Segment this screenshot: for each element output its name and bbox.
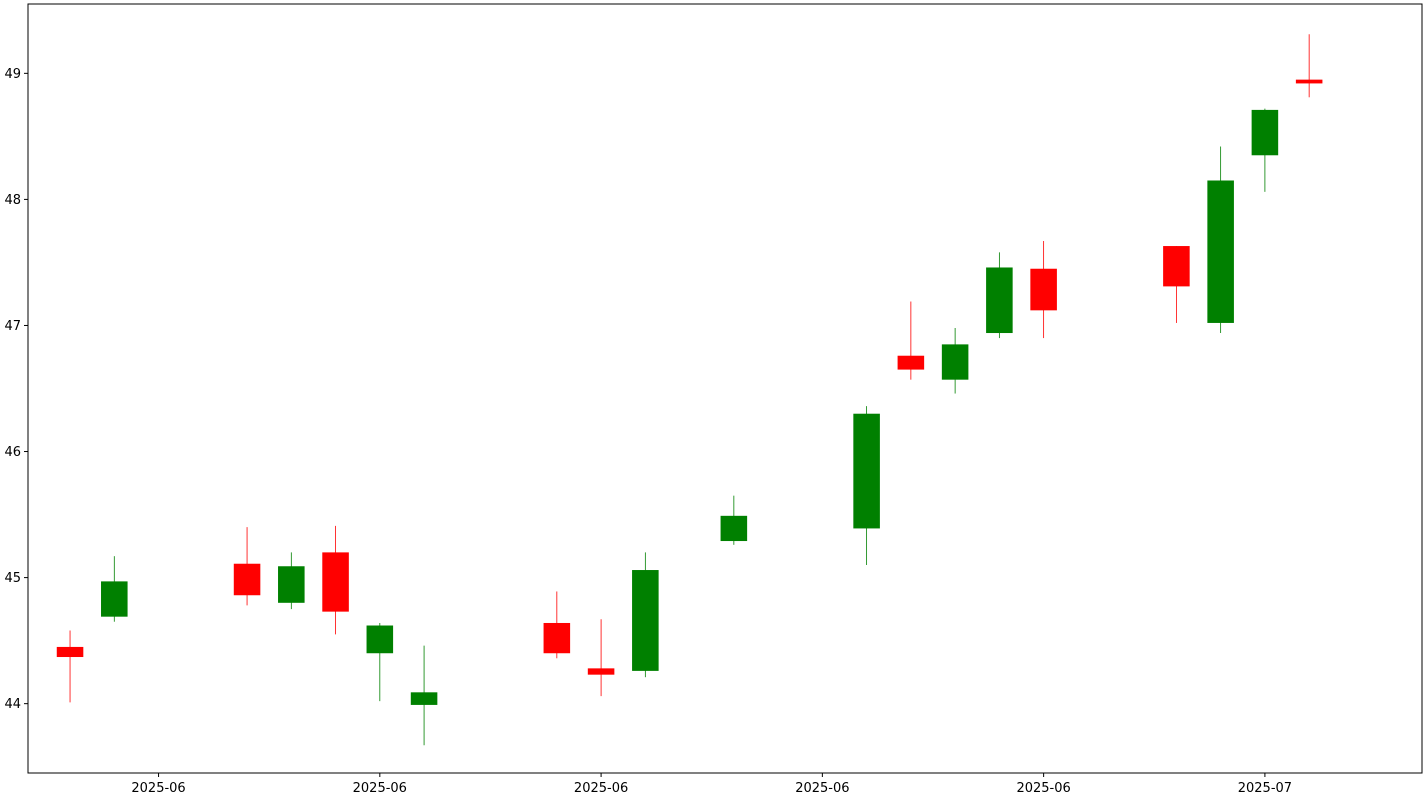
candle-body bbox=[366, 625, 394, 654]
candle bbox=[1030, 241, 1057, 339]
candle-body bbox=[233, 563, 261, 596]
candle bbox=[941, 327, 969, 394]
candle-body bbox=[1251, 109, 1279, 156]
candle-body bbox=[1295, 79, 1323, 84]
candle-body bbox=[543, 622, 571, 654]
x-tick-label: 2025-06 bbox=[1016, 781, 1070, 796]
candle-body bbox=[322, 552, 349, 612]
candle bbox=[1207, 146, 1234, 334]
candle bbox=[986, 252, 1013, 339]
candle-body bbox=[410, 692, 438, 705]
candle bbox=[1251, 108, 1279, 192]
x-axis: 2025-06 2025-06 2025-06 2025-06 2025-06 2025-… bbox=[131, 773, 1292, 796]
candle bbox=[410, 645, 438, 746]
candle bbox=[632, 552, 659, 678]
x-tick-label: 2025-06 bbox=[795, 781, 849, 796]
candle-body bbox=[897, 355, 925, 370]
candle-body bbox=[1163, 246, 1190, 287]
x-tick-label: 2025-06 bbox=[353, 781, 407, 796]
candle-body bbox=[101, 581, 128, 617]
candle-body bbox=[587, 668, 615, 675]
x-tick-label: 2025-06 bbox=[131, 781, 185, 796]
y-axis: 44 45 46 47 48 49 bbox=[4, 67, 28, 712]
candle bbox=[56, 630, 84, 703]
candle-body bbox=[1207, 180, 1234, 323]
candle bbox=[720, 495, 748, 545]
candle bbox=[366, 622, 394, 702]
candle bbox=[322, 525, 349, 635]
candle-body bbox=[720, 515, 748, 542]
candle bbox=[278, 552, 305, 610]
candle bbox=[897, 301, 925, 380]
candle-body bbox=[56, 646, 84, 658]
y-tick-label: 47 bbox=[4, 319, 21, 334]
y-tick-label: 44 bbox=[4, 697, 21, 712]
candle bbox=[1163, 246, 1190, 323]
candle bbox=[543, 591, 571, 659]
candle bbox=[1295, 34, 1323, 98]
y-tick-label: 48 bbox=[4, 193, 21, 208]
candle bbox=[101, 556, 128, 622]
plot-area bbox=[27, 3, 1423, 774]
candle-body bbox=[941, 344, 969, 380]
candle-body bbox=[632, 570, 659, 671]
y-tick-label: 45 bbox=[4, 571, 21, 586]
x-tick-label: 2025-06 bbox=[574, 781, 628, 796]
candle bbox=[853, 406, 880, 565]
y-tick-label: 46 bbox=[4, 445, 21, 460]
candle bbox=[587, 619, 615, 697]
candle-body bbox=[278, 566, 305, 603]
candle-body bbox=[1030, 268, 1057, 311]
candle-body bbox=[853, 413, 880, 529]
y-tick-label: 49 bbox=[4, 67, 21, 82]
candles-group bbox=[56, 34, 1323, 746]
candle-body bbox=[986, 267, 1013, 334]
x-tick-label: 2025-07 bbox=[1238, 781, 1292, 796]
candle bbox=[233, 527, 261, 606]
